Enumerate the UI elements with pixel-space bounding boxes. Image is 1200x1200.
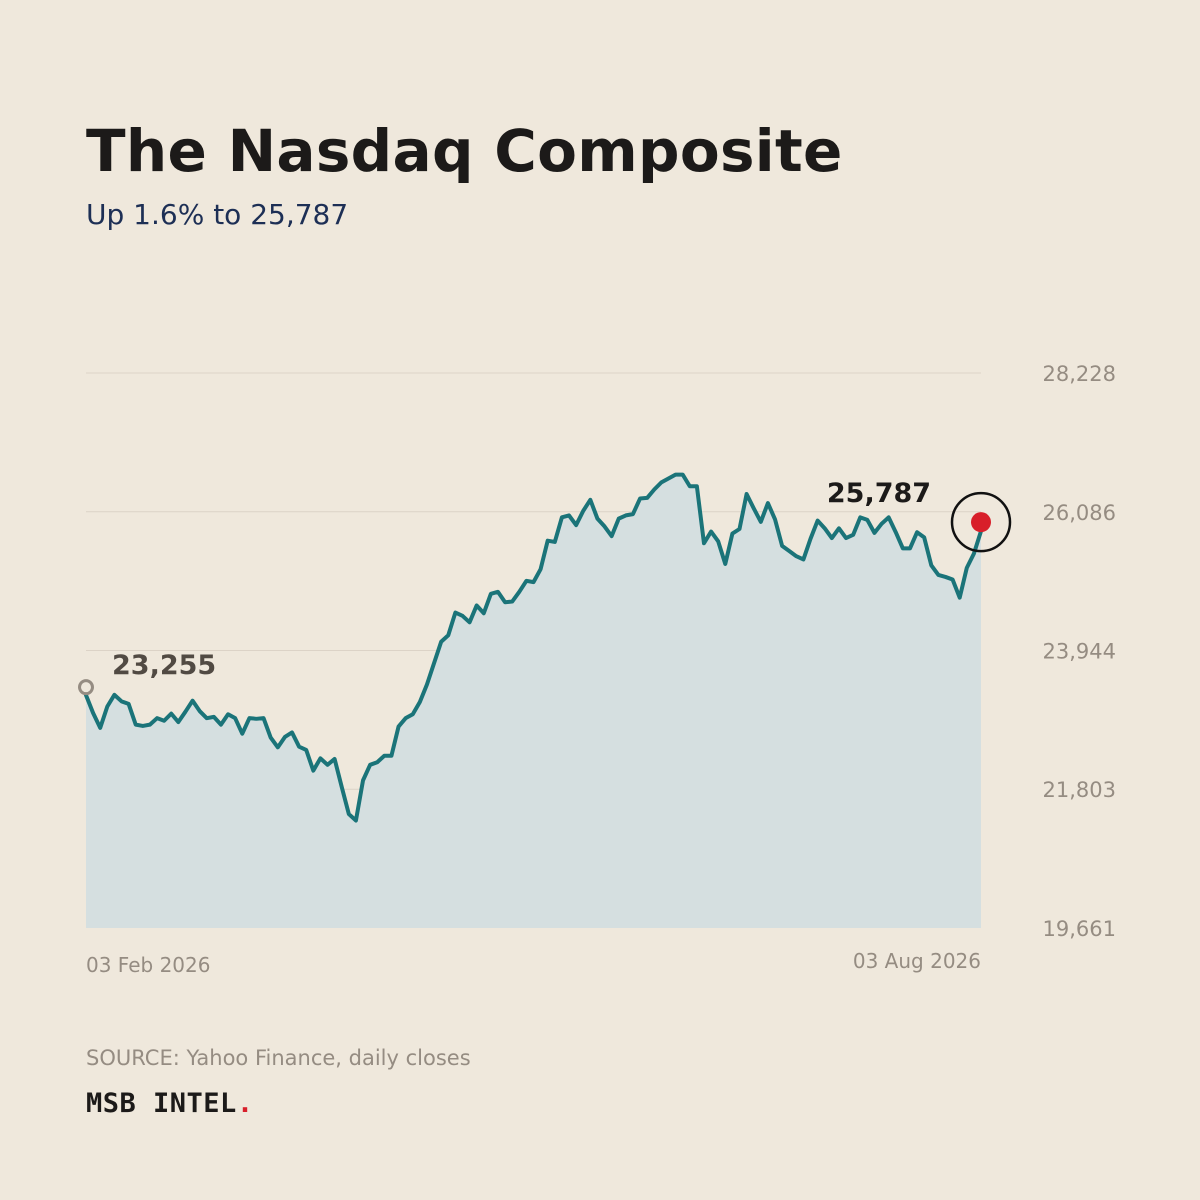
y-tick-label: 28,228 [1043,362,1116,386]
end-value-label: 25,787 [827,478,931,509]
chart-title: The Nasdaq Composite [86,117,843,185]
chart-subtitle: Up 1.6% to 25,787 [86,198,349,231]
area-fill [86,474,981,928]
y-tick-label: 26,086 [1043,501,1116,525]
y-tick-label: 21,803 [1043,778,1116,802]
end-point-ring [950,491,1012,553]
source-note: SOURCE: Yahoo Finance, daily closes [86,1046,471,1070]
y-tick-label: 23,944 [1043,640,1116,664]
brand-dot: . [236,1088,254,1119]
brand-name: MSB INTEL [86,1088,237,1119]
y-axis-ticks: 19,661 21,803 23,944 26,086 28,228 [1043,362,1116,941]
start-value-label: 23,255 [112,650,216,681]
x-tick-label-start: 03 Feb 2026 [86,953,210,977]
series-line [84,472,983,823]
brand-logo: MSB INTEL. [86,1088,254,1119]
y-tick-label: 19,661 [1043,917,1116,941]
end-point-marker [971,512,991,533]
start-point-marker [78,679,94,696]
x-tick-label-end: 03 Aug 2026 [853,949,981,973]
